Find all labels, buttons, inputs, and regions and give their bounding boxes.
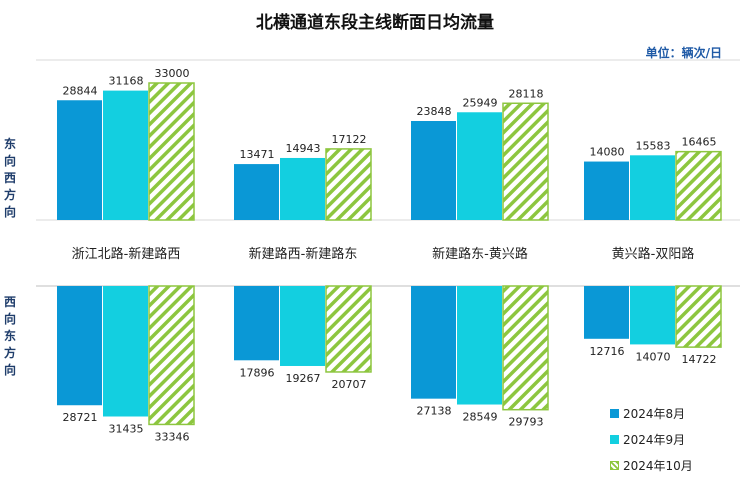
bar-we-c3-s2	[675, 285, 722, 348]
data-label-we-c3-s0: 12716	[590, 345, 625, 358]
data-label-ew-c3-s2: 16465	[682, 136, 717, 149]
data-label-ew-c1-s0: 13471	[240, 148, 275, 161]
legend-item-oct: 2024年10月	[610, 452, 693, 478]
data-label-we-c0-s1: 31435	[109, 423, 144, 436]
data-label-we-c2-s2: 29793	[509, 416, 544, 429]
bar-we-c2-s2	[502, 285, 549, 411]
data-label-ew-c3-s1: 15583	[636, 139, 671, 152]
bar-we-c2-s0	[411, 286, 456, 399]
direction-label-east-to-west: 东向西方向	[4, 137, 17, 219]
bar-ew-c0-s0	[57, 100, 102, 220]
legend-item-sep: 2024年9月	[610, 426, 693, 452]
direction-label-west-to-east: 西向东方向	[4, 295, 17, 377]
bar-we-c3-s1	[630, 286, 675, 345]
bar-ew-c1-s2	[325, 148, 372, 221]
bar-we-c0-s2	[148, 285, 195, 426]
bar-ew-c1-s1	[280, 157, 325, 220]
chart-title: 北横通道东段主线断面日均流量	[256, 13, 494, 33]
bar-we-c3-s0	[584, 286, 629, 339]
category-label-3: 黄兴路-双阳路	[612, 246, 695, 262]
data-label-ew-c1-s2: 17122	[332, 133, 367, 146]
bar-ew-c1-s0	[234, 164, 279, 220]
data-label-ew-c2-s0: 23848	[417, 105, 452, 118]
category-label-1: 新建路西-新建路东	[249, 246, 358, 262]
data-label-we-c3-s1: 14070	[636, 350, 671, 363]
bar-we-c2-s1	[457, 286, 502, 405]
data-label-we-c2-s0: 27138	[417, 405, 452, 418]
data-label-we-c0-s2: 33346	[155, 430, 190, 443]
data-label-we-c3-s2: 14722	[682, 353, 717, 366]
data-label-we-c1-s0: 17896	[240, 366, 275, 379]
legend-label-aug: 2024年8月	[623, 406, 686, 421]
legend-label-sep: 2024年9月	[623, 432, 686, 447]
bar-ew-c2-s1	[457, 112, 502, 220]
data-label-ew-c3-s0: 14080	[590, 146, 625, 159]
bar-we-c1-s0	[234, 286, 279, 361]
legend: 2024年8月 2024年9月 2024年10月	[610, 400, 693, 478]
bar-ew-c3-s2	[675, 150, 722, 221]
data-label-ew-c0-s0: 28844	[63, 84, 98, 97]
legend-swatch-sep	[610, 434, 619, 444]
data-label-ew-c2-s1: 25949	[463, 96, 498, 109]
data-label-we-c0-s0: 28721	[63, 411, 98, 424]
category-label-2: 新建路东-黄兴路	[432, 246, 528, 262]
bar-ew-c3-s1	[630, 155, 675, 220]
data-label-ew-c1-s1: 14943	[286, 142, 321, 155]
bar-we-c0-s1	[103, 286, 148, 417]
unit-label: 单位：辆次/日	[645, 46, 722, 60]
bar-ew-c3-s0	[584, 161, 629, 220]
bar-we-c0-s0	[57, 286, 102, 406]
legend-swatch-aug	[610, 408, 619, 418]
data-label-ew-c2-s2: 28118	[509, 87, 544, 100]
bar-we-c1-s1	[280, 286, 325, 366]
data-label-we-c2-s1: 28549	[463, 411, 498, 424]
bar-ew-c2-s0	[411, 120, 456, 220]
data-label-ew-c0-s2: 33000	[155, 67, 190, 80]
bar-ew-c0-s1	[103, 90, 148, 220]
category-label-0: 浙江北路-新建路西	[72, 246, 181, 262]
legend-swatch-oct	[610, 460, 619, 470]
data-label-ew-c0-s1: 31168	[109, 75, 144, 88]
bar-ew-c0-s2	[148, 82, 195, 221]
data-label-we-c1-s2: 20707	[332, 378, 367, 391]
bar-we-c1-s2	[325, 285, 372, 373]
data-label-we-c1-s1: 19267	[286, 372, 321, 385]
bar-ew-c2-s2	[502, 102, 549, 221]
legend-item-aug: 2024年8月	[610, 400, 693, 426]
legend-label-oct: 2024年10月	[623, 458, 693, 473]
